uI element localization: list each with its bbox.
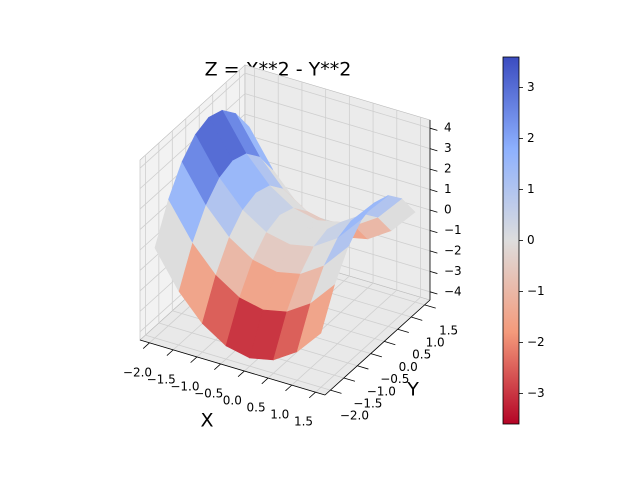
z-tick [429,148,438,152]
grid-line [244,113,431,170]
x-tick [190,356,198,363]
y-tick [330,389,342,394]
z-tick-label: −2 [444,243,462,257]
z-tick-label: −1 [444,223,462,237]
y-tick-label: 1.5 [439,323,458,337]
surface-face [296,284,335,353]
colorbar-tick-label: −1 [527,284,545,298]
z-tick [429,291,438,295]
z-tick [429,127,438,131]
y-tick-label: 1.0 [426,336,445,350]
colorbar-tick-label: −3 [527,386,545,400]
axis-line [139,339,326,396]
grid-line [315,296,421,393]
x-tick [142,342,150,349]
y-tick-label: −1.5 [353,396,382,410]
y-tick-label: 0.0 [399,360,418,374]
colorbar-tick-label: 0 [527,233,535,247]
x-tick-label: −0.5 [194,386,223,400]
z-tick [429,230,438,234]
y-tick [357,365,369,370]
grid-line [244,93,431,150]
z-tick [429,168,438,172]
y-tick [397,328,409,333]
x-axis-label: X [200,410,213,432]
colorbar-tick-label: 2 [527,131,535,145]
grid-line [244,134,431,190]
x-tick-label: −2.0 [123,365,152,379]
x-tick [166,349,174,356]
y-tick [384,341,396,346]
x-tick [285,384,293,392]
surface-face [154,199,193,292]
y-tick-label: −1.0 [367,384,396,398]
z-tick-label: −3 [444,264,462,278]
colorbar-tick-label: 1 [527,182,535,196]
colorbar [502,56,520,425]
x-tick [237,370,245,378]
y-tick [424,304,436,309]
z-tick-label: 1 [444,182,452,196]
z-tick-label: 4 [444,121,452,135]
z-tick [429,270,438,274]
grid-line [139,72,246,169]
y-tick [370,353,382,358]
x-tick-label: 1.5 [294,415,313,429]
axis-line [324,299,431,396]
x-tick-label: −1.0 [170,379,199,393]
x-tick-label: 1.0 [270,408,289,422]
z-tick-label: 2 [444,162,452,176]
z-tick-label: 3 [444,141,452,155]
y-tick-label: −0.5 [380,372,409,386]
z-tick-label: 0 [444,203,452,217]
y-axis-label: Y [406,379,419,401]
z-tick [429,209,438,213]
y-tick-label: 0.5 [412,348,431,362]
grid-line [145,334,331,391]
x-tick-label: 0.0 [223,394,242,408]
colorbar-tick-label: 3 [527,80,535,94]
colorbar-tick-label: −2 [527,335,545,349]
z-tick [429,250,438,254]
y-tick-label: −2.0 [340,409,369,423]
grid-line [244,72,431,129]
z-tick [429,189,438,193]
x-tick [261,377,269,385]
z-tick-label: −4 [444,284,462,298]
x-tick-label: 0.5 [247,401,266,415]
y-tick [411,316,423,321]
y-tick [343,377,356,382]
x-tick-label: −1.5 [147,372,176,386]
x-tick [308,391,316,399]
x-tick [214,363,221,370]
grid-line [291,289,398,386]
